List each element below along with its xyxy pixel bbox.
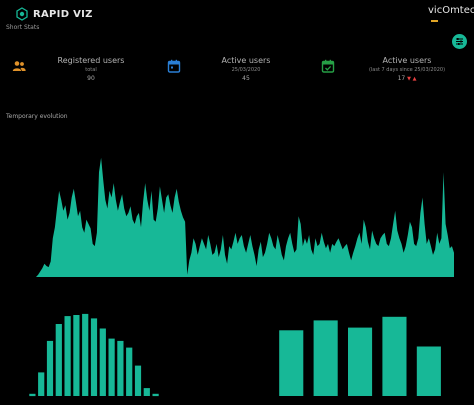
kpi-active-users-value: 45 [242,75,250,82]
calendar-check-icon [321,59,335,73]
histogram-bar-10 [108,338,115,396]
kpi-weekly-active-users-sub: (last 7 days since 25/03/2020) [368,67,446,73]
histogram-bar-2 [38,372,45,396]
summary-bar-5 [416,346,441,396]
settings-button[interactable] [452,34,467,49]
histogram-bar-3 [46,340,54,396]
page-subtitle: Short Stats [6,24,40,31]
kpi-weekly-active-users-value-row: 17 ▼ ▲ [347,75,467,82]
summary-bar-4 [382,316,407,396]
temporal-evolution-title: Temporary evolution [6,113,68,120]
brand-underline [431,20,438,22]
distribution-histogram [29,313,159,397]
histogram-bar-6 [73,315,80,396]
histogram-bar-15 [152,393,159,397]
summary-bar-3 [348,327,373,396]
histogram-bar-12 [126,347,133,396]
summary-bar-chart [279,316,441,396]
sliders-icon [456,38,463,45]
histogram-bar-1 [29,393,36,397]
kpi-registered-users-value: 90 [87,75,95,82]
kpi-weekly-active-users-value: 17 [397,75,406,82]
kpi-registered-users-sub: total [85,67,97,73]
histogram-bar-8 [90,318,98,396]
histogram-bar-7 [82,313,89,396]
histogram-bar-13 [134,365,142,396]
calendar-icon [167,59,181,73]
summary-bar-2 [313,320,338,396]
brand-logo: vicOmtech [428,5,474,16]
app-title: RAPID VIZ [33,9,93,20]
kpi-registered-users-label: Registered users [57,56,125,65]
header: RAPID VIZ Short Stats vicOmtech [0,0,474,31]
kpi-weekly-delta-indicator: ▼ ▲ [407,76,417,82]
histogram-bar-4 [55,324,62,396]
users-icon [12,61,26,71]
kpi-active-users-date: 25/03/2020 [231,67,261,73]
area-series [36,157,454,277]
histogram-bar-9 [99,328,106,396]
summary-bar-1 [279,330,304,396]
kpi-active-users-label: Active users [221,56,271,65]
activity-area-chart [36,157,454,277]
vicomtech-logo-icon [16,7,28,21]
kpi-weekly-active-users-label: Active users [382,56,432,65]
histogram-bar-5 [64,316,71,396]
histogram-bar-14 [143,388,150,396]
histogram-bar-11 [117,340,124,396]
